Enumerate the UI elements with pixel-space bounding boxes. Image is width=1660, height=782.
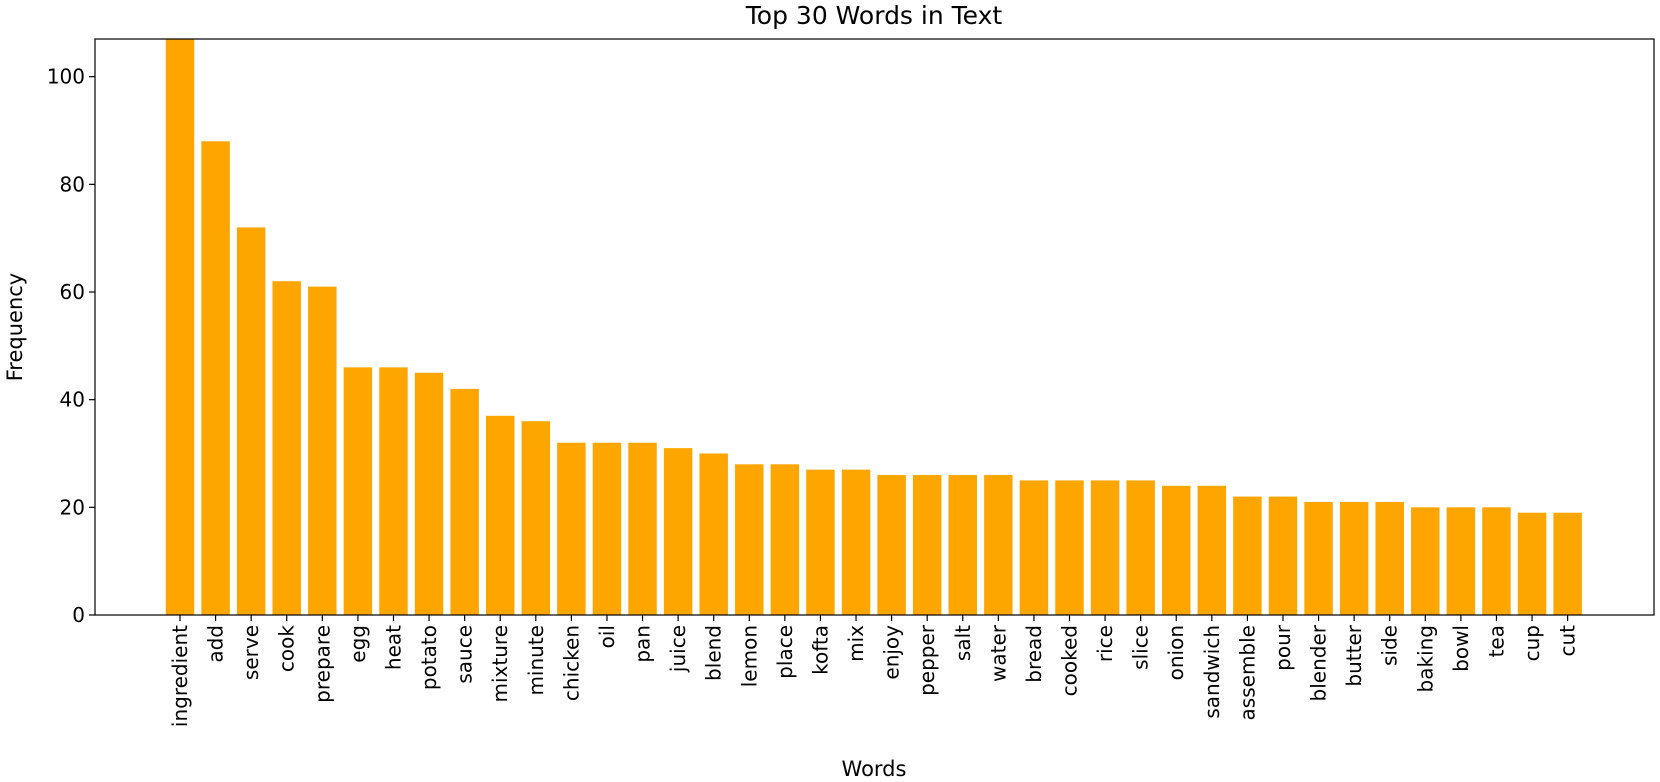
y-tick-label: 60: [60, 280, 85, 304]
x-tick-label: pour: [1271, 624, 1295, 671]
bar: [1197, 485, 1227, 615]
x-tick-label: oil: [595, 625, 619, 648]
bar: [1268, 496, 1298, 615]
x-tick-label: mix: [844, 625, 868, 662]
bar: [450, 388, 479, 615]
y-tick-label: 0: [72, 603, 85, 627]
x-tick-label: salt: [951, 625, 975, 661]
bar: [699, 453, 728, 615]
x-tick-label: prepare: [310, 625, 334, 703]
y-tick-label: 20: [60, 495, 85, 519]
bar: [735, 464, 764, 615]
x-tick-label: bread: [1022, 625, 1046, 683]
y-axis-label: Frequency: [3, 273, 27, 382]
x-tick-label: rice: [1093, 625, 1117, 662]
x-axis-label: Words: [842, 757, 907, 781]
bar: [236, 227, 266, 616]
bar: [1553, 512, 1582, 615]
bar: [984, 475, 1013, 615]
bar: [272, 281, 301, 615]
x-tick-label: minute: [524, 625, 548, 696]
bar: [1304, 501, 1333, 615]
bar: [592, 442, 622, 615]
x-tick-label: blender: [1307, 624, 1331, 701]
x-tick-label: cup: [1520, 625, 1544, 661]
x-tick-label: heat: [381, 625, 405, 670]
x-tick-label: blend: [702, 625, 726, 681]
bar: [770, 464, 800, 615]
bar: [1482, 507, 1511, 615]
x-tick-label: slice: [1129, 625, 1153, 670]
x-tick-label: chicken: [559, 625, 583, 701]
bar: [1055, 480, 1084, 615]
x-tick-label: cook: [275, 625, 299, 672]
y-tick-label: 100: [47, 65, 85, 89]
x-tick-label: side: [1378, 625, 1402, 666]
bar: [1019, 480, 1049, 615]
bar: [521, 421, 551, 615]
x-tick-label: add: [204, 625, 228, 663]
x-tick-label: butter: [1342, 624, 1366, 686]
x-tick-label: onion: [1164, 625, 1188, 680]
x-tick-label: cut: [1556, 625, 1580, 657]
x-tick-label: pan: [631, 625, 655, 663]
bar: [948, 475, 977, 615]
x-tick-label: potato: [417, 625, 441, 690]
y-tick-label: 40: [60, 388, 85, 412]
bar: [1517, 512, 1547, 615]
x-tick-label: sauce: [453, 625, 477, 684]
x-tick-label: egg: [346, 625, 370, 663]
x-tick-label: kofta: [808, 625, 832, 675]
bar: [806, 469, 835, 615]
bar: [557, 442, 586, 615]
x-tick-label: serve: [239, 625, 263, 680]
chart-title: Top 30 Words in Text: [745, 1, 1003, 30]
bar: [1233, 496, 1262, 615]
y-tick-label: 80: [60, 172, 85, 196]
bar: [912, 475, 942, 615]
bar: [663, 448, 693, 615]
bar: [485, 415, 515, 615]
x-tick-label: sandwich: [1200, 625, 1224, 719]
bar: [308, 286, 337, 615]
bar: [343, 367, 373, 615]
bar: [1126, 480, 1155, 615]
bar: [877, 475, 906, 615]
bar: [414, 372, 444, 615]
x-tick-label: assemble: [1235, 625, 1259, 720]
bar: [165, 39, 195, 615]
x-tick-label: place: [773, 625, 797, 679]
x-tick-label: pepper: [915, 624, 939, 696]
bar: [1162, 485, 1191, 615]
bar: [1411, 507, 1440, 615]
bar: [1090, 480, 1120, 615]
bar: [1339, 501, 1369, 615]
bar: [201, 141, 230, 615]
x-tick-label: juice: [666, 625, 690, 673]
x-tick-label: baking: [1413, 625, 1437, 692]
x-tick-label: water: [986, 624, 1010, 682]
bar: [1375, 501, 1404, 615]
x-tick-label: cooked: [1058, 625, 1082, 696]
bar: [379, 367, 408, 615]
x-tick-label: ingredient: [168, 625, 192, 727]
plot-frame: [94, 38, 1655, 616]
x-tick-label: mixture: [488, 625, 512, 702]
x-tick-label: enjoy: [880, 625, 904, 680]
bar: [841, 469, 871, 615]
x-tick-label: tea: [1484, 625, 1508, 657]
x-tick-label: lemon: [737, 625, 761, 687]
x-tick-label: bowl: [1449, 625, 1473, 672]
bar: [628, 442, 657, 615]
bar: [1446, 507, 1476, 615]
